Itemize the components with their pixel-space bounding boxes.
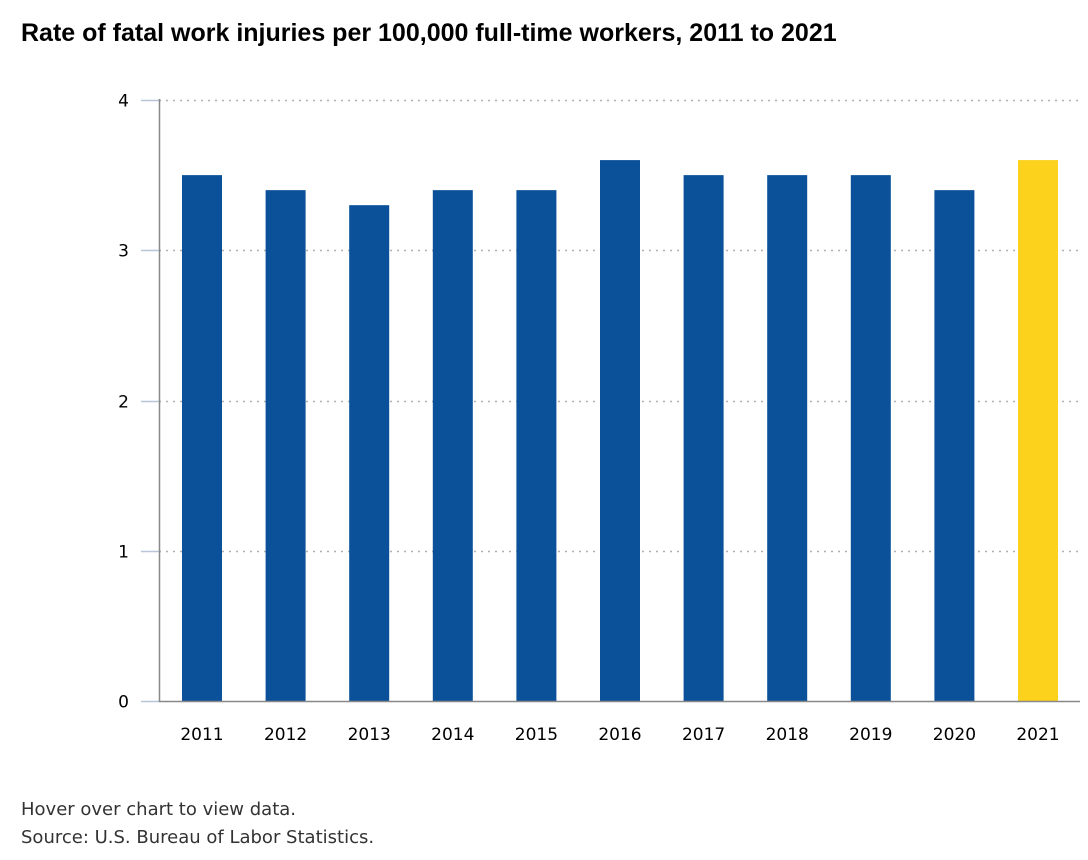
y-tick-label-0: 0 xyxy=(118,693,129,713)
hover-note: Hover over chart to view data. xyxy=(21,799,297,820)
bar-2015[interactable] xyxy=(516,190,557,701)
x-tick-labels: 2011 2012 2013 2014 2015 2016 2017 2018 2019 2020… xyxy=(180,725,1059,745)
bar-2014[interactable] xyxy=(432,190,473,701)
x-tick-label-2021: 2021 xyxy=(1016,725,1059,745)
source-note: Source: U.S. Bureau of Labor Statistics. xyxy=(21,827,375,848)
bar-2013[interactable] xyxy=(349,205,390,702)
x-tick-label-2013: 2013 xyxy=(348,725,391,745)
bar-2017[interactable] xyxy=(683,175,724,701)
chart-title: Rate of fatal work injuries per 100,000 … xyxy=(21,19,837,47)
x-tick-label-2012: 2012 xyxy=(264,725,307,745)
x-tick-label-2020: 2020 xyxy=(933,725,976,745)
bar-2011[interactable] xyxy=(182,175,222,701)
bar-2019[interactable] xyxy=(850,175,891,701)
x-tick-label-2015: 2015 xyxy=(515,725,558,745)
footnotes: Hover over chart to view data. Source: U… xyxy=(21,796,374,852)
x-tick-label-2019: 2019 xyxy=(849,725,892,745)
bars[interactable] xyxy=(182,160,1058,702)
bar-2012[interactable] xyxy=(265,190,306,701)
x-tick-label-2011: 2011 xyxy=(180,725,223,745)
x-tick-label-2014: 2014 xyxy=(431,725,474,745)
bar-2016[interactable] xyxy=(600,160,640,702)
x-tick-label-2017: 2017 xyxy=(682,725,725,745)
y-tick-label-3: 3 xyxy=(118,242,129,262)
bar-2020[interactable] xyxy=(934,190,975,701)
bar-2021[interactable] xyxy=(1018,160,1058,702)
bar-2018[interactable] xyxy=(767,175,808,701)
x-tick-label-2016: 2016 xyxy=(598,725,641,745)
y-tick-labels: 0 1 2 3 4 xyxy=(118,92,129,713)
axes xyxy=(141,99,1080,703)
y-tick-label-2: 2 xyxy=(118,393,129,413)
y-tick-label-4: 4 xyxy=(118,92,129,112)
y-tick-label-1: 1 xyxy=(118,543,129,563)
x-tick-label-2018: 2018 xyxy=(766,725,809,745)
